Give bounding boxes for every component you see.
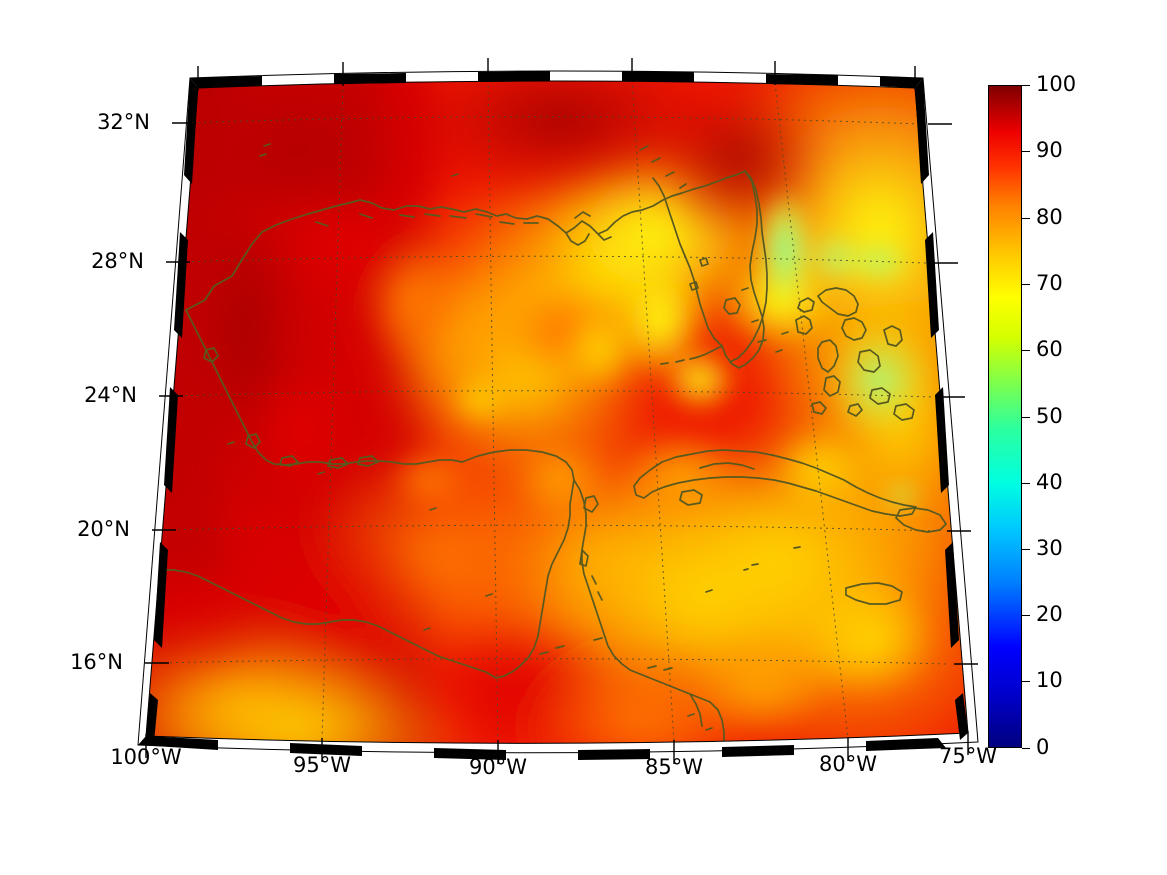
- x-tick-label-95W: 95°W: [293, 753, 351, 777]
- frame-stripes-right: [915, 78, 968, 740]
- y-tick-label-32N: 32°N: [97, 110, 150, 134]
- colorbar-label-0: 0: [1036, 735, 1050, 759]
- x-tick-label-80W: 80°W: [819, 752, 877, 776]
- field-fine-structure: [245, 195, 940, 735]
- colorbar-label-100: 100: [1036, 72, 1077, 96]
- y-tick-label-20N: 20°N: [77, 517, 130, 541]
- x-tick-label-75W: 75°W: [939, 744, 997, 768]
- scalar-field: [146, 81, 968, 744]
- latitude-ticks: [145, 122, 978, 665]
- frame-stripes-bottom: [138, 736, 946, 760]
- x-tick-label-85W: 85°W: [645, 755, 703, 779]
- colorbar-tick-50: [1022, 417, 1030, 418]
- colorbar-tick-60: [1022, 350, 1030, 351]
- colorbar-tick-80: [1022, 218, 1030, 219]
- colorbar-tick-10: [1022, 681, 1030, 682]
- y-tick-label-28N: 28°N: [91, 249, 144, 273]
- map-frame: [137, 58, 979, 764]
- colorbar-label-30: 30: [1036, 536, 1063, 560]
- colorbar-label-90: 90: [1036, 138, 1063, 162]
- cool-patch-east-florida: [757, 188, 916, 312]
- colorbar-tick-100: [1022, 85, 1030, 86]
- x-tick-label-90W: 90°W: [469, 755, 527, 779]
- colorbar-tick-70: [1022, 284, 1030, 285]
- colorbar-label-70: 70: [1036, 271, 1063, 295]
- y-tick-label-24N: 24°N: [84, 383, 137, 407]
- colorbar-label-40: 40: [1036, 470, 1063, 494]
- colorbar-label-50: 50: [1036, 404, 1063, 428]
- colorbar-tick-40: [1022, 483, 1030, 484]
- frame-stripes-top: [190, 71, 923, 88]
- colorbar-gradient: [988, 85, 1022, 748]
- colorbar-tick-90: [1022, 151, 1030, 152]
- colorbar-label-10: 10: [1036, 668, 1063, 692]
- colorbar-label-60: 60: [1036, 337, 1063, 361]
- longitude-ticks: [145, 58, 969, 764]
- colorbar-tick-20: [1022, 615, 1030, 616]
- x-tick-label-100W: 100°W: [110, 745, 182, 769]
- frame-stripes-left: [146, 78, 198, 742]
- colorbar-label-20: 20: [1036, 602, 1063, 626]
- colorbar-tick-0: [1022, 748, 1030, 749]
- colorbar-label-80: 80: [1036, 205, 1063, 229]
- colorbar-tick-30: [1022, 549, 1030, 550]
- y-tick-label-16N: 16°N: [70, 650, 123, 674]
- cool-patch-jamaica-east: [884, 482, 920, 510]
- coastlines: [149, 143, 947, 744]
